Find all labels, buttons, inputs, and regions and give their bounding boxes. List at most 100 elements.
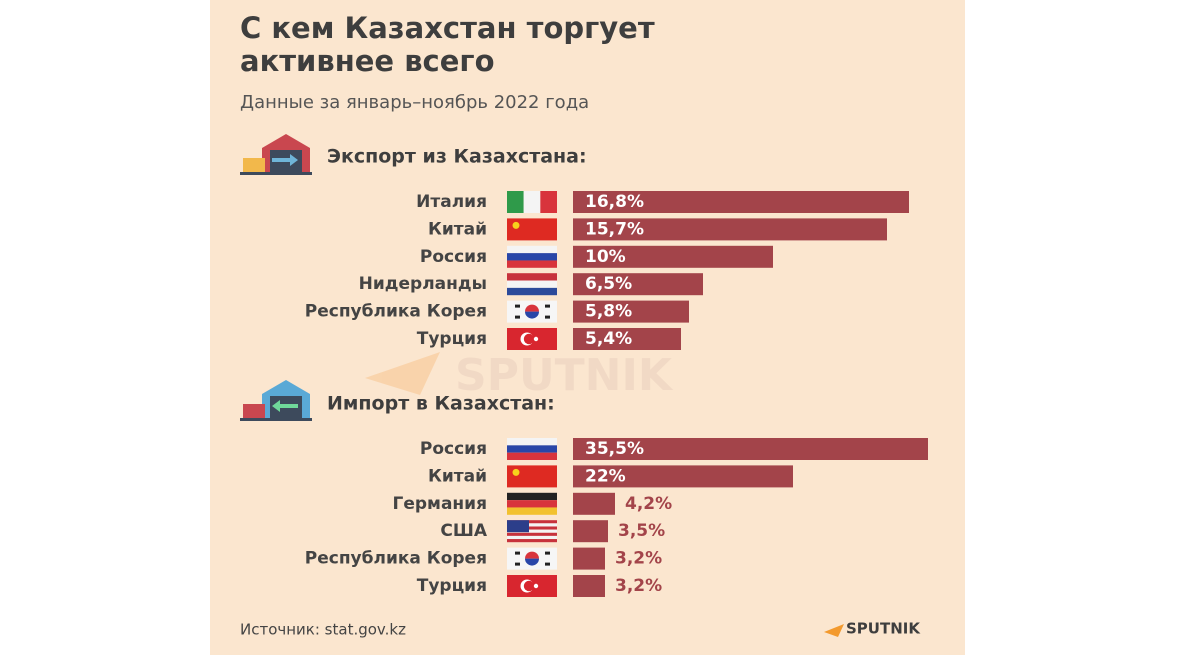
category-label: Турция: [417, 576, 487, 596]
flag-part: [507, 526, 557, 530]
flag-part: [533, 336, 539, 342]
value-label: 5,4%: [585, 329, 632, 349]
bar: [573, 465, 793, 488]
flag-part: [515, 304, 520, 308]
value-label: 16,8%: [585, 192, 644, 212]
import-icon: [240, 380, 312, 421]
flag-part: [545, 315, 550, 319]
bar: [573, 328, 681, 350]
flag-part: [507, 218, 557, 241]
flag-part: [507, 438, 557, 446]
logo-text: SPUTNIK: [846, 620, 921, 638]
bar: [573, 575, 605, 597]
flag-part: [523, 333, 535, 345]
export-icon: [240, 134, 312, 175]
flag: [507, 245, 557, 268]
watermark-logo: [365, 352, 440, 395]
flag: [507, 218, 557, 241]
flag-part: [525, 304, 539, 312]
flag-part: [507, 253, 557, 261]
category-label: США: [440, 521, 487, 541]
bar: [573, 520, 608, 543]
logo-mark: [824, 624, 844, 637]
flag-part: [507, 492, 557, 501]
category-label: Республика Корея: [305, 549, 487, 569]
flag-part: [515, 315, 520, 319]
flag: [507, 191, 557, 213]
category-label: Турция: [417, 329, 487, 349]
category-label: Китай: [428, 219, 487, 239]
flag: [507, 492, 557, 515]
bar: [573, 492, 615, 515]
category-label: Россия: [420, 439, 487, 459]
flag-part: [515, 551, 520, 555]
flag-part: [507, 287, 557, 296]
flag-part: [507, 445, 557, 453]
flag: [507, 547, 557, 570]
flag-part: [507, 280, 557, 288]
panel: [210, 0, 965, 655]
flag-part: [545, 551, 550, 555]
category-label: Китай: [428, 466, 487, 486]
flag-part: [507, 529, 557, 533]
flag-part: [523, 191, 541, 213]
value-label: 35,5%: [585, 439, 644, 459]
category-label: Германия: [393, 494, 487, 514]
flag-part: [507, 500, 557, 508]
flag-part: [507, 465, 557, 488]
category-label: Республика Корея: [305, 302, 487, 322]
flag-part: [512, 468, 520, 476]
value-label: 4,2%: [625, 494, 672, 514]
flag-part: [507, 452, 557, 460]
source: Источник: stat.gov.kz: [240, 621, 406, 639]
value-label: 5,8%: [585, 302, 632, 322]
flag-part: [507, 520, 529, 533]
title-line: С кем Казахстан торгует: [240, 11, 655, 45]
flag-part: [507, 260, 557, 268]
category-label: Италия: [416, 192, 487, 212]
flag-part: [507, 539, 557, 543]
flag-part: [525, 551, 539, 559]
chart-title: Экспорт из Казахстана:: [327, 146, 587, 168]
flag: [507, 300, 557, 323]
flag-part: [507, 507, 557, 515]
flag-part: [507, 523, 557, 527]
subtitle: Данные за январь–ноябрь 2022 года: [240, 92, 589, 113]
title-line: активнее всего: [240, 44, 495, 78]
category-label: Нидерланды: [359, 274, 487, 294]
category-label: Россия: [420, 247, 487, 267]
watermark-text: SPUTNIK: [455, 350, 674, 401]
bar: [573, 218, 887, 241]
value-label: 3,2%: [615, 549, 662, 569]
flag-part: [523, 580, 535, 592]
flag: [507, 273, 557, 296]
flag-part: [507, 535, 557, 540]
watermark: SPUTNIK: [365, 350, 674, 401]
value-label: 6,5%: [585, 274, 632, 294]
flag-part: [515, 562, 520, 566]
bar: [573, 191, 909, 213]
flag-part: [525, 558, 539, 566]
flag-part: [507, 245, 557, 254]
flag-part: [507, 532, 557, 536]
flag: [507, 328, 557, 350]
flag-part: [533, 583, 539, 589]
value-label: 22%: [585, 466, 626, 486]
flag-part: [507, 520, 557, 524]
chart-title: Импорт в Казахстан:: [327, 393, 555, 415]
value-label: 3,5%: [618, 521, 665, 541]
flag: [507, 520, 557, 543]
flag: [507, 465, 557, 488]
bar: [573, 245, 773, 268]
value-label: 3,2%: [615, 576, 662, 596]
flag-part: [545, 304, 550, 308]
flag-part: [540, 191, 557, 213]
flag-part: [545, 562, 550, 566]
bar: [573, 438, 928, 460]
flag-part: [507, 191, 524, 213]
flag: [507, 438, 557, 460]
flag-part: [512, 221, 520, 229]
value-label: 15,7%: [585, 219, 644, 239]
